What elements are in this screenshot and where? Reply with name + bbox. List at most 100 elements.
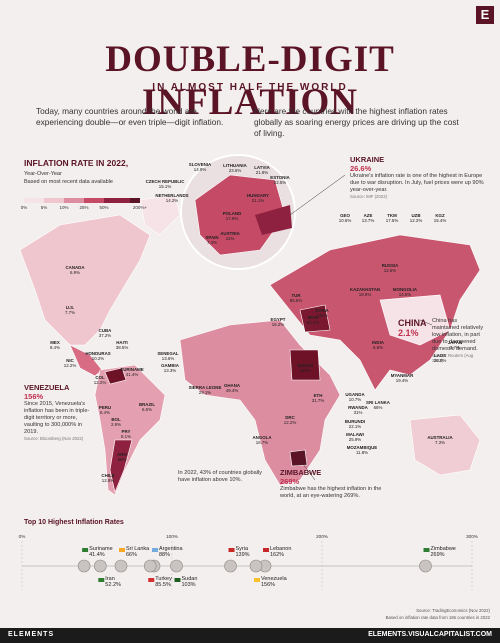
country-name: GEO bbox=[340, 213, 350, 218]
country-value: 10.7% bbox=[348, 397, 362, 402]
map-label: MEX 8.4% bbox=[50, 340, 60, 350]
china-label: CHINA 2.1% bbox=[398, 318, 432, 338]
map-label: KGZ 15.4% bbox=[434, 213, 446, 223]
map-label: RUSSIA 12.6% bbox=[382, 263, 399, 273]
map-label: UZB 12.2% bbox=[410, 213, 422, 223]
country-name: AZE bbox=[363, 213, 373, 218]
logo: E bbox=[476, 6, 494, 24]
axis-tick-label: 300% bbox=[466, 534, 478, 539]
legend-note: Based on most recent data available bbox=[24, 179, 113, 185]
country-value: 11% bbox=[225, 236, 235, 241]
map-label: SIERRA LEONE 29.1% bbox=[189, 385, 222, 395]
country-name: NETHERLANDS bbox=[155, 193, 189, 198]
callout-text: Zimbabwe has the highest inflation in th… bbox=[280, 486, 382, 499]
legend-title: INFLATION RATE IN 2022, bbox=[24, 158, 129, 168]
country-value: 7.3% bbox=[434, 440, 445, 445]
country-name: LITHUANIA bbox=[223, 163, 247, 168]
map-label: HONDURAS 10.2% bbox=[85, 351, 110, 361]
country-name: U.S. bbox=[65, 305, 75, 310]
map-label: IRAN 52.2% bbox=[307, 315, 319, 325]
map-label: U.S. 7.7% bbox=[65, 305, 75, 315]
country-value: 29.1% bbox=[198, 390, 212, 395]
country-name: GAMBIA bbox=[161, 363, 179, 368]
country-name: AUSTRIA bbox=[220, 231, 240, 236]
title: DOUBLE-DIGIT INFLATION bbox=[105, 39, 395, 123]
country-value: 7.3% bbox=[206, 240, 217, 245]
country-name: MEX bbox=[50, 340, 60, 345]
country-name: Venezuela bbox=[261, 576, 287, 582]
country-name: SPAIN bbox=[205, 235, 219, 240]
map-label: GAMBIA 13.3% bbox=[161, 363, 179, 373]
ukraine-shape bbox=[255, 205, 292, 235]
map-label: CANADA 6.9% bbox=[65, 265, 84, 275]
country-value: 38.5% bbox=[115, 345, 129, 350]
callout-ukraine: UKRAINE 26.6% Ukraine's inflation rate i… bbox=[350, 155, 490, 199]
callout-name: VENEZUELA bbox=[24, 383, 70, 392]
australia bbox=[409, 414, 481, 476]
country-name: UGANDA bbox=[345, 392, 365, 397]
flag bbox=[423, 548, 430, 552]
legend-subtitle: Year-Over-Year bbox=[24, 171, 62, 177]
brand: ELEMENTS bbox=[8, 631, 55, 638]
country-value: 31.7% bbox=[311, 398, 325, 403]
callout-source: Source: Bloomberg (Nov 2022) bbox=[24, 436, 84, 441]
country-value: 37.2% bbox=[98, 333, 112, 338]
country-name: AUSTRALIA bbox=[427, 435, 453, 440]
country-value: 88% bbox=[159, 552, 171, 558]
country-name: TUR bbox=[291, 293, 301, 298]
country-name: CHILE bbox=[101, 473, 115, 478]
country-value: 12.2% bbox=[93, 380, 107, 385]
callout-zimbabwe: ZIMBABWE 269% Zimbabwe has the highest i… bbox=[280, 468, 390, 500]
map-label: CZECH REPUBLIC 15.1% bbox=[146, 179, 185, 189]
legend-label: 50% bbox=[99, 205, 109, 210]
country-name: ESTONIA bbox=[270, 175, 290, 180]
country-value: 2.9% bbox=[110, 422, 122, 427]
country-name: MYANMAR bbox=[390, 373, 414, 378]
coin bbox=[114, 559, 128, 573]
north-america bbox=[19, 214, 151, 346]
country-name: HAITI bbox=[116, 340, 128, 345]
flag bbox=[174, 578, 181, 582]
country-value: 25.9% bbox=[348, 437, 362, 442]
country-value: 41.4% bbox=[89, 552, 105, 558]
country-name: SLOVENIA bbox=[188, 162, 212, 167]
country-name: Zimbabwe bbox=[430, 546, 456, 552]
country-name: CUBA bbox=[98, 328, 112, 333]
country-value: 21.1% bbox=[251, 198, 265, 203]
map-label: JAPAN 3.7% bbox=[448, 340, 463, 350]
map-label: NETHERLANDS 14.2% bbox=[155, 193, 188, 203]
country-value: 23.6% bbox=[228, 168, 242, 173]
country-name: PRY bbox=[121, 429, 131, 434]
country-value: 21.8% bbox=[255, 170, 269, 175]
country-name: TKM bbox=[387, 213, 397, 218]
map-label: LITHUANIA 23.6% bbox=[223, 163, 247, 173]
url: ELEMENTS.VISUALCAPITALIST.COM bbox=[368, 631, 492, 638]
axis-tick-label: 200% bbox=[316, 534, 328, 539]
legend-label: 0% bbox=[20, 205, 28, 210]
zimbabwe-shape bbox=[289, 449, 308, 467]
country-value: 16.2% bbox=[271, 322, 285, 327]
subtitle: IN ALMOST HALF THE WORLD bbox=[152, 82, 348, 93]
country-value: 52.2% bbox=[306, 320, 320, 325]
coin bbox=[77, 559, 91, 573]
map-label: ETH 31.7% bbox=[312, 393, 324, 403]
country-value: 11.8% bbox=[355, 450, 369, 455]
source-note: Based on inflation rate data from 186 co… bbox=[385, 615, 490, 620]
country-name: SIERRA LEONE bbox=[188, 385, 222, 390]
map-label: BRAZIL 6.5% bbox=[139, 402, 155, 412]
country-value: 156% bbox=[261, 582, 276, 588]
callout-value: 156% bbox=[24, 392, 44, 401]
country-name: GHANA bbox=[223, 383, 241, 388]
map-label: RWANDA 31% bbox=[348, 405, 368, 415]
legend-label: 10% bbox=[59, 205, 69, 210]
leader-line bbox=[419, 319, 433, 326]
country-name: NIC bbox=[66, 358, 74, 363]
country-name: Argentina bbox=[159, 546, 183, 552]
country-name: DRC bbox=[285, 415, 295, 420]
country-value: 85.5% bbox=[289, 298, 303, 303]
country-value: 269% bbox=[430, 552, 445, 558]
flag bbox=[98, 578, 105, 582]
map-label: MONGOLIA 14.5% bbox=[393, 287, 417, 297]
map-label: SLOVENIA 14.9% bbox=[189, 162, 211, 172]
map-label: AUSTRIA 11% bbox=[220, 231, 240, 241]
